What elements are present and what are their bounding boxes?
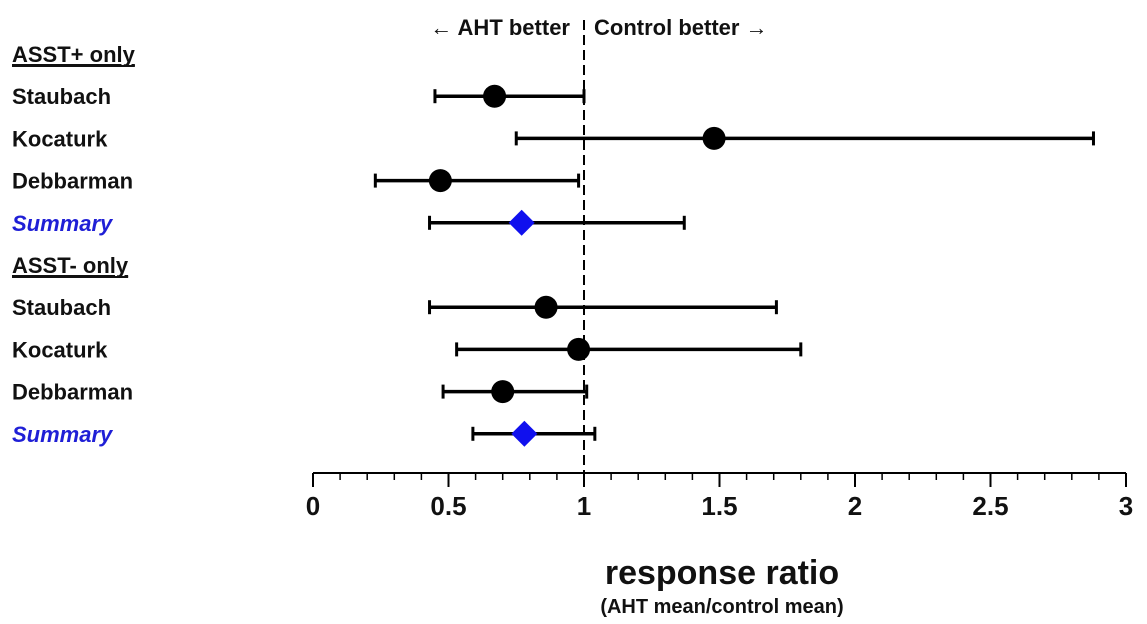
group-label: ASST- only	[12, 253, 129, 278]
x-axis-title: response ratio	[605, 554, 839, 592]
study-label: Debbarman	[12, 380, 133, 405]
plot-marks	[373, 84, 1095, 447]
x-tick-label: 2	[848, 491, 862, 521]
direction-left-label: ← AHT better	[430, 15, 570, 40]
estimate-point	[702, 126, 726, 150]
study-label: Kocaturk	[12, 337, 108, 362]
x-axis-subtitle: (AHT mean/control mean)	[600, 596, 843, 618]
summary-label: Summary	[12, 211, 114, 236]
x-tick-label: 0.5	[430, 491, 466, 521]
x-axis: 0 0.5 1 1.5 2 2.5 3	[306, 472, 1133, 521]
study-label: Debbarman	[12, 169, 133, 194]
summary-label: Summary	[12, 422, 114, 447]
estimate-point	[491, 380, 515, 404]
x-tick-label: 0	[306, 491, 320, 521]
x-tick-label: 3	[1119, 491, 1133, 521]
study-label: Staubach	[12, 295, 111, 320]
estimate-point	[483, 84, 507, 108]
row-labels: ASST+ only Staubach Kocaturk Debbarman Summa…	[12, 42, 136, 447]
study-label: Kocaturk	[12, 126, 108, 151]
x-tick-label: 2.5	[972, 491, 1008, 521]
summary-diamond	[511, 420, 538, 447]
estimate-point	[567, 337, 591, 361]
study-label: Staubach	[12, 84, 111, 109]
x-tick-label: 1.5	[701, 491, 737, 521]
estimate-point	[534, 295, 558, 319]
estimate-point	[428, 169, 452, 193]
summary-diamond	[508, 209, 535, 236]
x-tick-label: 1	[577, 491, 591, 521]
direction-right-label: Control better →	[594, 15, 768, 40]
group-label: ASST+ only	[12, 42, 136, 67]
